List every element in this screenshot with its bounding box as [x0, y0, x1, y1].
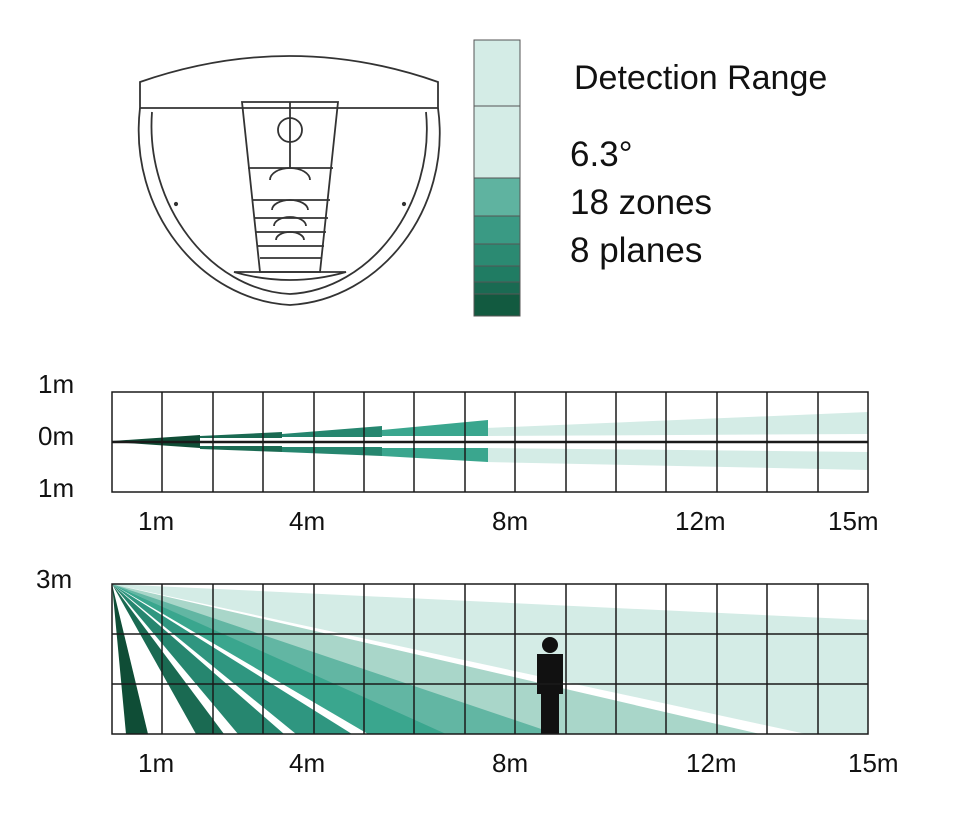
side-x-label-4m: 4m: [289, 748, 325, 778]
top-y-label-lower: 1m: [38, 473, 74, 503]
top-y-label-center: 0m: [38, 421, 74, 451]
top-y-label-upper: 1m: [38, 369, 74, 399]
side-x-label-8m: 8m: [492, 748, 528, 778]
side-x-label-1m: 1m: [138, 748, 174, 778]
top-x-label-12m: 12m: [675, 506, 726, 536]
person-icon: [537, 637, 563, 734]
legend-angle: 6.3°: [570, 135, 633, 174]
top-x-label-1m: 1m: [138, 506, 174, 536]
side-x-label-12m: 12m: [686, 748, 737, 778]
side-y-label-3m: 3m: [36, 564, 72, 594]
side-x-label-15m: 15m: [848, 748, 899, 778]
top-view-grid: [111, 391, 869, 493]
legend-title: Detection Range: [574, 59, 827, 97]
top-view-panel: 1m 0m 1m 1m 4m 8m 12m 15m: [38, 369, 879, 536]
top-x-label-4m: 4m: [289, 506, 325, 536]
color-scale-bar: [473, 39, 521, 317]
legend-zones: 18 zones: [570, 183, 712, 222]
legend-planes: 8 planes: [570, 231, 702, 270]
side-view-panel: 3m 1m 4m 8m 12m 15m: [36, 564, 899, 778]
top-x-label-15m: 15m: [828, 506, 879, 536]
dome-sensor-icon: [137, 55, 441, 306]
top-x-label-8m: 8m: [492, 506, 528, 536]
side-view-grid: [111, 583, 869, 735]
top-view-beams: [112, 412, 868, 470]
side-view-beams: [112, 584, 868, 734]
